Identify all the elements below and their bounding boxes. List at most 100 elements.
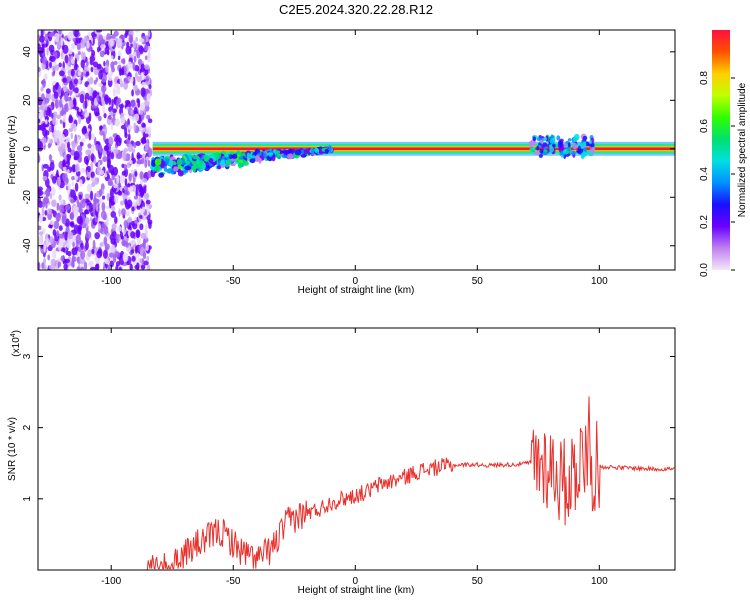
heatmap-cell: [93, 158, 97, 165]
heatmap-cell: [49, 138, 54, 144]
heatmap-cell: [103, 60, 106, 67]
heatmap-cell: [136, 230, 140, 238]
heatmap-panel: -100 -50 0 50 100 -40 -20 0 20 40 Height of stra…: [7, 29, 676, 296]
heatmap-cell: [563, 143, 568, 148]
heatmap-cell: [93, 136, 97, 146]
heatmap-cell: [48, 108, 52, 118]
heatmap-cell: [95, 202, 99, 212]
heatmap-cell: [53, 91, 59, 99]
heatmap-cell: [44, 97, 50, 104]
heatmap-cell: [173, 166, 179, 172]
heatmap-xlabel: Height of straight line (km): [298, 285, 415, 296]
heatmap-cell: [122, 151, 127, 162]
heatmap-cell: [107, 181, 114, 186]
heatmap-cell: [92, 208, 96, 218]
heatmap-cell: [56, 138, 60, 146]
heatmap-y-tick-label: 0: [22, 146, 33, 152]
heatmap-cell: [112, 113, 116, 119]
heatmap-cell: [102, 87, 105, 97]
heatmap-cell: [58, 30, 62, 35]
heatmap-cell: [38, 112, 44, 118]
heatmap-cell: [91, 49, 96, 57]
heatmap-cell: [119, 200, 125, 206]
heatmap-cell: [536, 137, 542, 141]
heatmap-cell: [126, 199, 133, 208]
heatmap-cell: [98, 70, 103, 80]
heatmap-cell: [158, 172, 165, 178]
heatmap-cell: [143, 260, 149, 266]
heatmap-cell: [99, 50, 105, 58]
heatmap-cell: [91, 181, 96, 187]
snr-x-tick-label: -50: [226, 576, 241, 587]
heatmap-cell: [120, 124, 127, 130]
heatmap-cell: [127, 76, 131, 82]
heatmap-cell: [67, 182, 71, 190]
heatmap-cell: [54, 82, 59, 90]
heatmap-cell: [148, 84, 152, 90]
heatmap-cell: [52, 249, 57, 260]
heatmap-cell: [49, 61, 52, 69]
heatmap-cells: [38, 30, 675, 270]
heatmap-cell: [86, 40, 90, 49]
heatmap-cell: [100, 39, 106, 45]
heatmap-cell: [100, 44, 106, 49]
heatmap-cell: [125, 210, 131, 217]
heatmap-cell: [148, 221, 152, 230]
snr-y-tick-label: 3: [22, 353, 33, 359]
heatmap-cell: [72, 241, 75, 248]
heatmap-cell: [130, 99, 136, 108]
heatmap-cell: [140, 71, 144, 78]
heatmap-cell: [571, 150, 576, 155]
heatmap-cell: [90, 171, 95, 178]
heatmap-cell: [74, 133, 78, 144]
heatmap-x-tick-label: 0: [352, 276, 358, 287]
heatmap-cell: [136, 160, 143, 165]
heatmap-cell: [97, 115, 102, 122]
heatmap-cell: [41, 43, 45, 54]
heatmap-cell: [108, 136, 114, 146]
heatmap-cell: [103, 113, 107, 119]
heatmap-cell: [113, 61, 118, 66]
heatmap-cell: [58, 70, 65, 77]
heatmap-cell: [144, 159, 148, 169]
heatmap-cell: [176, 158, 183, 166]
colorbar-tick-label: 0.2: [699, 215, 710, 229]
heatmap-cell: [532, 147, 536, 152]
heatmap-cell: [73, 224, 79, 234]
heatmap-cell: [94, 264, 99, 270]
colorbar-tick-label: 0.6: [699, 119, 710, 133]
heatmap-cell: [78, 106, 82, 113]
heatmap-x-tick-label: -100: [101, 276, 121, 287]
heatmap-cell: [114, 216, 118, 224]
heatmap-cell: [49, 192, 53, 200]
heatmap-cell: [55, 230, 60, 237]
heatmap-cell: [46, 208, 53, 215]
heatmap-cell: [227, 158, 232, 165]
heatmap-ylabel: Frequency (Hz): [7, 116, 18, 185]
heatmap-cell: [116, 175, 120, 185]
heatmap-cell: [146, 255, 150, 262]
heatmap-cell: [581, 151, 587, 158]
heatmap-cell: [123, 167, 129, 178]
heatmap-cell: [66, 141, 71, 149]
heatmap-cell: [104, 125, 108, 136]
heatmap-cell: [115, 238, 120, 244]
snr-y-tick-label: 2: [22, 424, 33, 430]
heatmap-cell: [135, 140, 141, 146]
heatmap-cell: [59, 98, 63, 108]
heatmap-cell: [131, 255, 136, 262]
heatmap-cell: [238, 159, 243, 163]
heatmap-cell: [134, 64, 140, 72]
heatmap-cell: [112, 108, 118, 114]
heatmap-cell: [94, 216, 98, 222]
heatmap-cell: [567, 142, 571, 148]
heatmap-cell: [141, 81, 146, 87]
heatmap-cell: [38, 106, 42, 111]
heatmap-cell: [51, 175, 57, 184]
heatmap-cell: [146, 126, 152, 136]
heatmap-cell: [138, 45, 144, 55]
snr-x-tick-label: 0: [352, 576, 358, 587]
heatmap-cell: [112, 166, 119, 176]
heatmap-cell: [53, 32, 60, 43]
heatmap-cell: [140, 139, 147, 144]
